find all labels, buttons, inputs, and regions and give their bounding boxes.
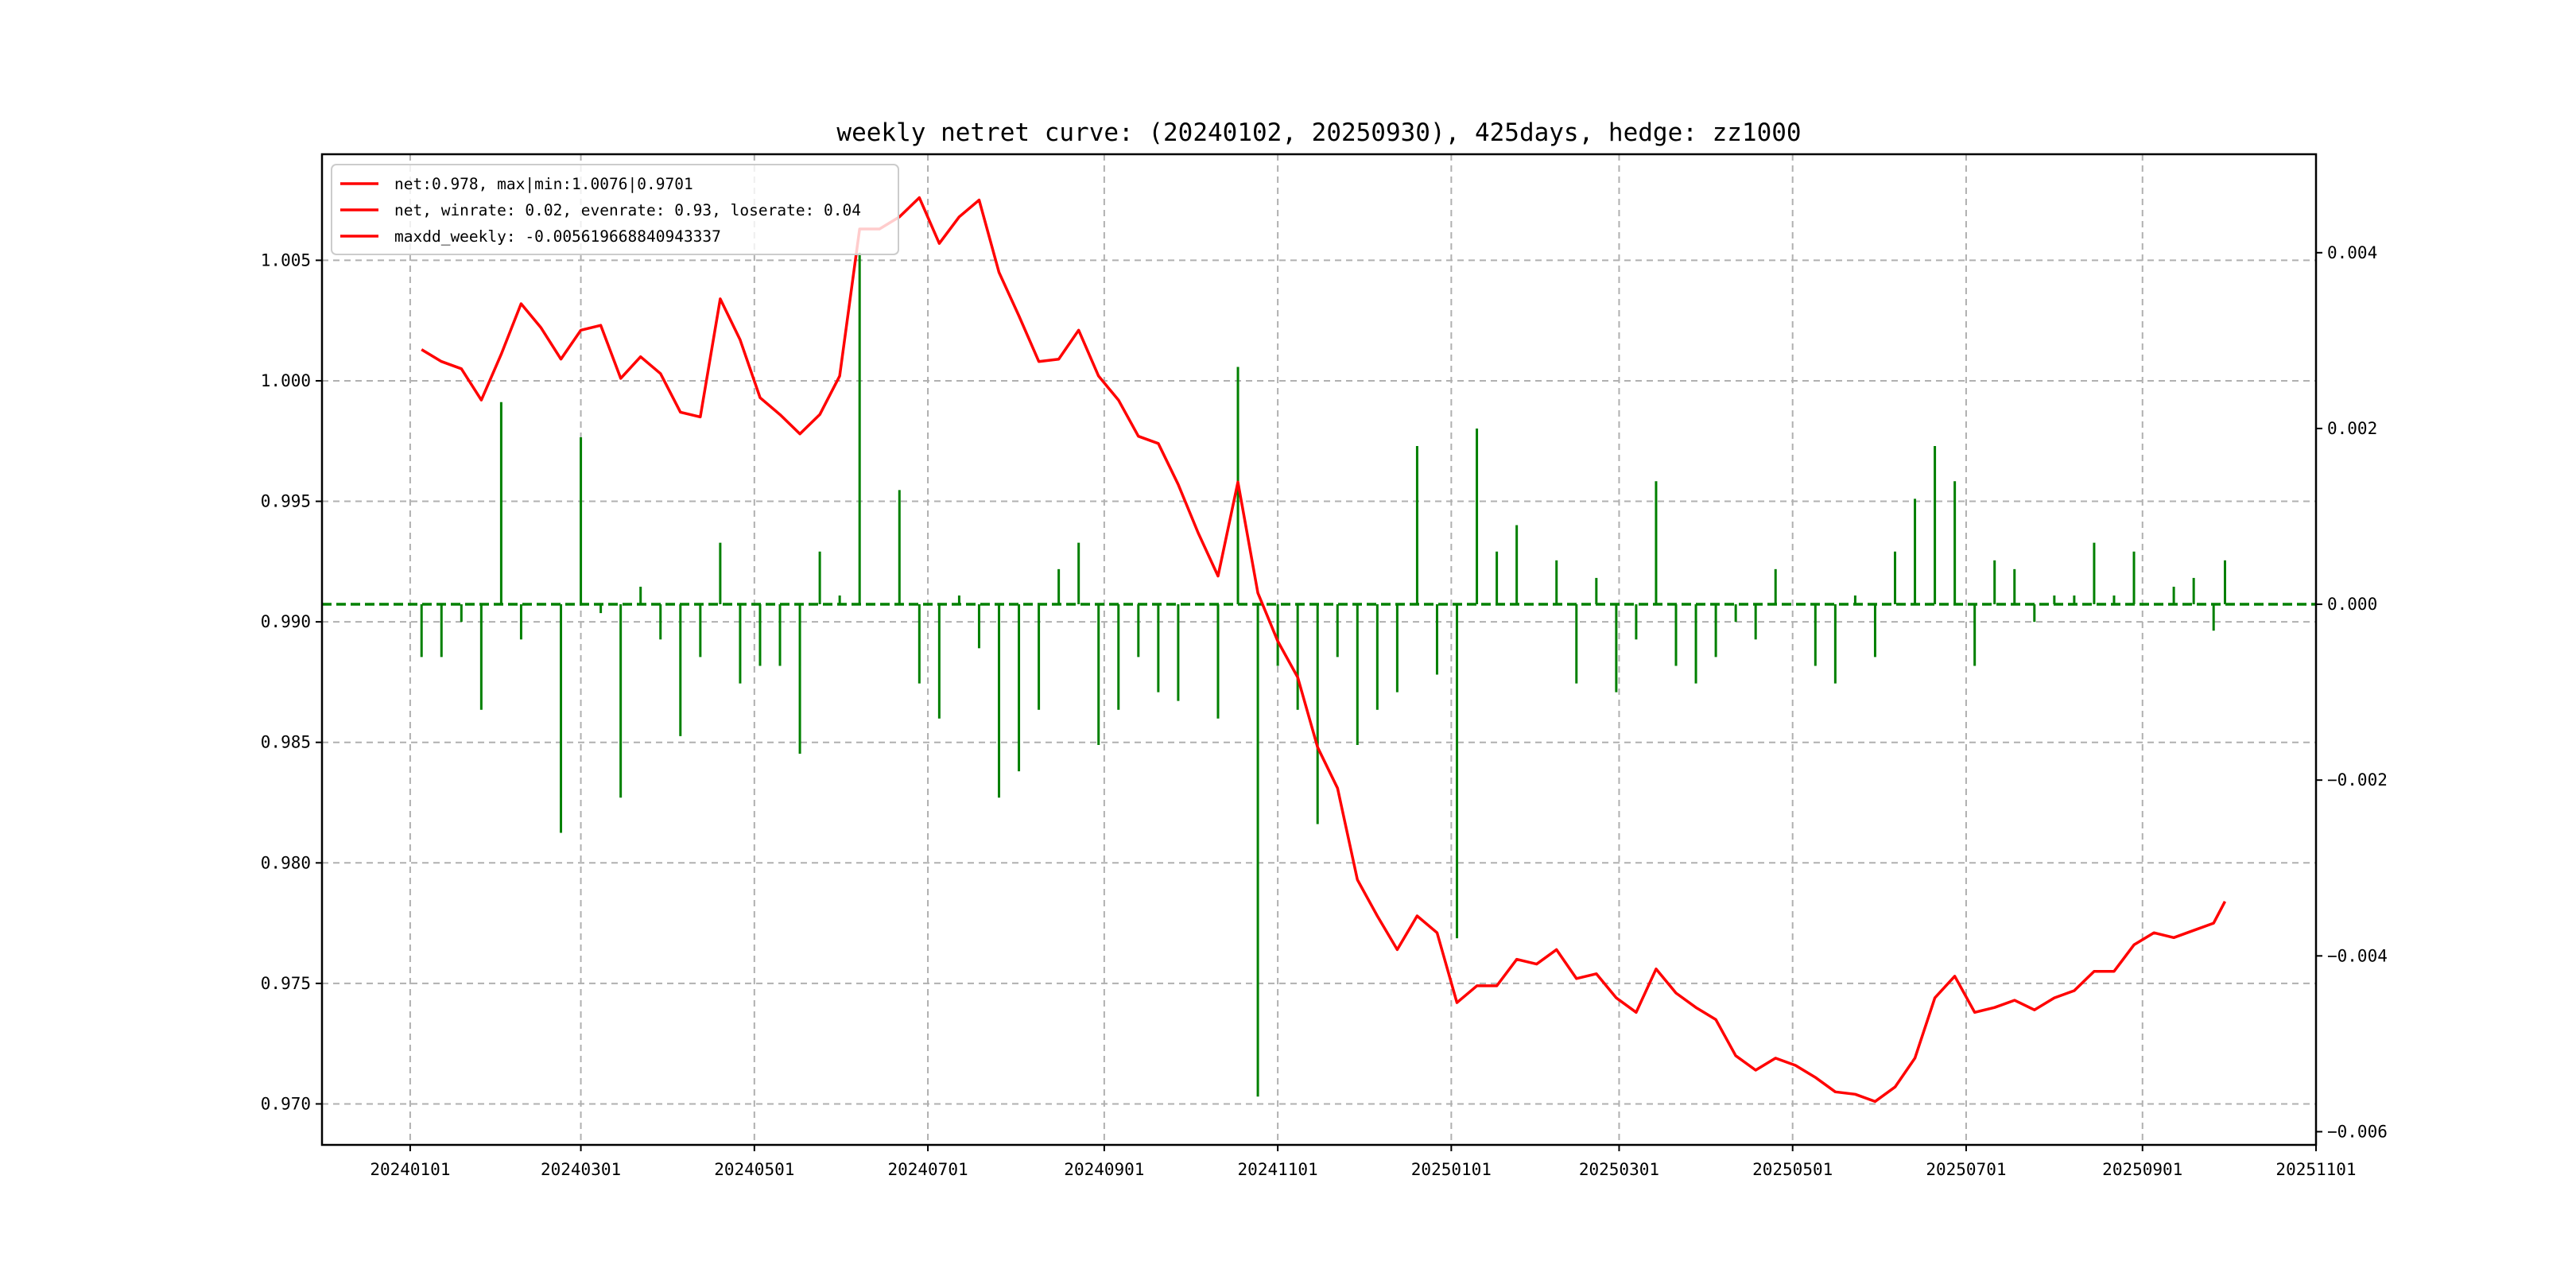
y-tick-label-left: 0.980 <box>261 853 311 872</box>
y-tick-label-left: 1.005 <box>261 250 311 270</box>
y-tick-label-right: 0.000 <box>2327 595 2377 614</box>
y-tick-label-right: −0.002 <box>2327 770 2388 789</box>
grid <box>322 154 2317 1145</box>
y-tick-label-left: 1.000 <box>261 371 311 390</box>
y-tick-label-right: 0.002 <box>2327 419 2377 438</box>
x-tick-label: 20241101 <box>1238 1160 1318 1179</box>
y-tick-label-left: 0.985 <box>261 733 311 752</box>
x-tick-label: 20250701 <box>1926 1160 2006 1179</box>
x-tick-label: 20240101 <box>370 1160 450 1179</box>
y-tick-label-right: −0.006 <box>2327 1122 2388 1141</box>
x-tick-label: 20250501 <box>1752 1160 1833 1179</box>
axes: 20240101 20240301 20240501 20240701 20240901… <box>261 153 2388 1179</box>
x-tick-label: 20240701 <box>887 1160 968 1179</box>
x-tick-label: 20250301 <box>1579 1160 1659 1179</box>
legend-entry: net, winrate: 0.02, evenrate: 0.93, lose… <box>394 201 861 219</box>
chart-title: weekly netret curve: (20240102, 20250930… <box>836 118 1801 147</box>
y-tick-label-left: 0.995 <box>261 492 311 511</box>
legend-entry: net:0.978, max|min:1.0076|0.9701 <box>394 175 693 193</box>
x-tick-label: 20250101 <box>1411 1160 1492 1179</box>
y-tick-label-right: 0.004 <box>2327 243 2377 262</box>
x-tick-label: 20250901 <box>2102 1160 2182 1179</box>
net-line-group <box>421 196 2227 1104</box>
y-tick-label-left: 0.975 <box>261 974 311 993</box>
y-tick-label-left: 0.970 <box>261 1094 311 1113</box>
x-tick-label: 20240901 <box>1064 1160 1144 1179</box>
weekly-bars <box>322 252 2316 1097</box>
x-tick-label: 20251101 <box>2275 1160 2356 1179</box>
net-curve-line <box>421 196 2227 1104</box>
axes-frame <box>320 153 2318 1146</box>
y-tick-label-right: −0.004 <box>2327 946 2388 965</box>
legend-entry: maxdd_weekly: -0.005619668840943337 <box>394 227 721 246</box>
legend-box <box>331 164 899 255</box>
legend: net:0.978, max|min:1.0076|0.9701 net, win… <box>331 164 899 255</box>
x-tick-label: 20240301 <box>541 1160 621 1179</box>
y-tick-label-left: 0.990 <box>261 612 311 631</box>
x-tick-label: 20240501 <box>714 1160 794 1179</box>
